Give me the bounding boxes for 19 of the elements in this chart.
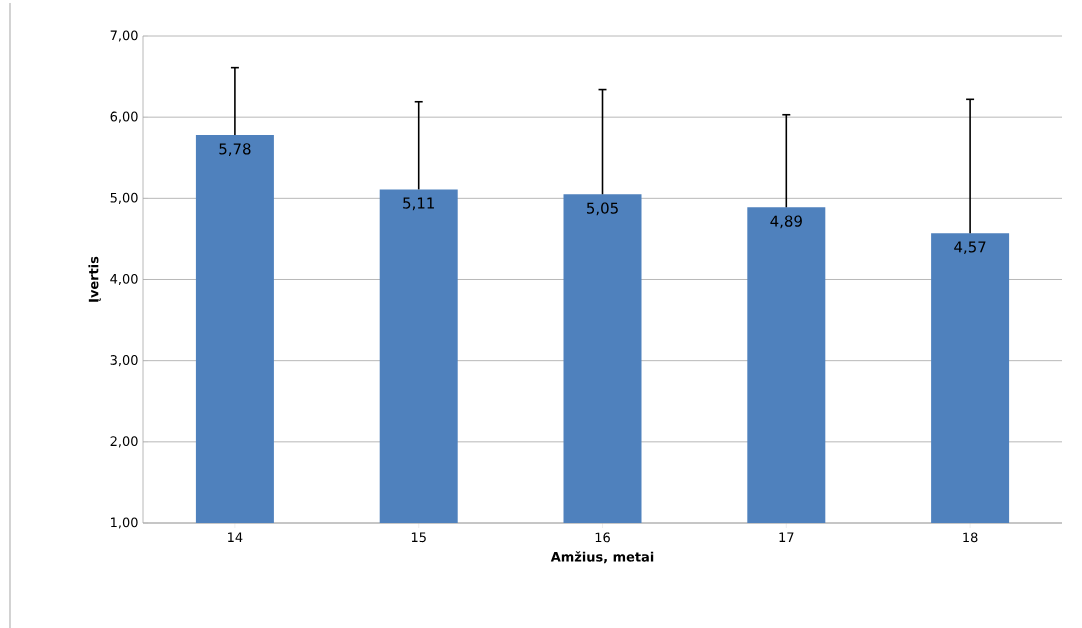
x-axis-title: Amžius, metai (550, 550, 654, 564)
data-label: 4,89 (770, 215, 802, 229)
y-tick-label: 3,00 (110, 354, 138, 366)
data-label: 4,57 (954, 241, 986, 254)
y-tick-label: 1,00 (111, 517, 138, 529)
x-tick-label: 18 (963, 532, 978, 543)
x-tick-label: 17 (779, 532, 794, 542)
x-tick-label: 14 (228, 532, 243, 542)
data-label: 5,78 (219, 142, 251, 156)
x-tick-label: 16 (595, 532, 610, 543)
y-tick-label: 2,00 (110, 436, 138, 448)
y-tick-label: 5,00 (110, 192, 138, 204)
y-tick-label: 7,00 (110, 30, 138, 42)
data-label: 5,11 (403, 197, 434, 210)
y-axis-title: Įvertis (88, 256, 101, 302)
y-tick-label: 6,00 (110, 111, 138, 123)
x-tick-label: 15 (411, 532, 426, 542)
data-label: 5,05 (587, 202, 618, 216)
y-tick-label: 4,00 (110, 273, 138, 285)
